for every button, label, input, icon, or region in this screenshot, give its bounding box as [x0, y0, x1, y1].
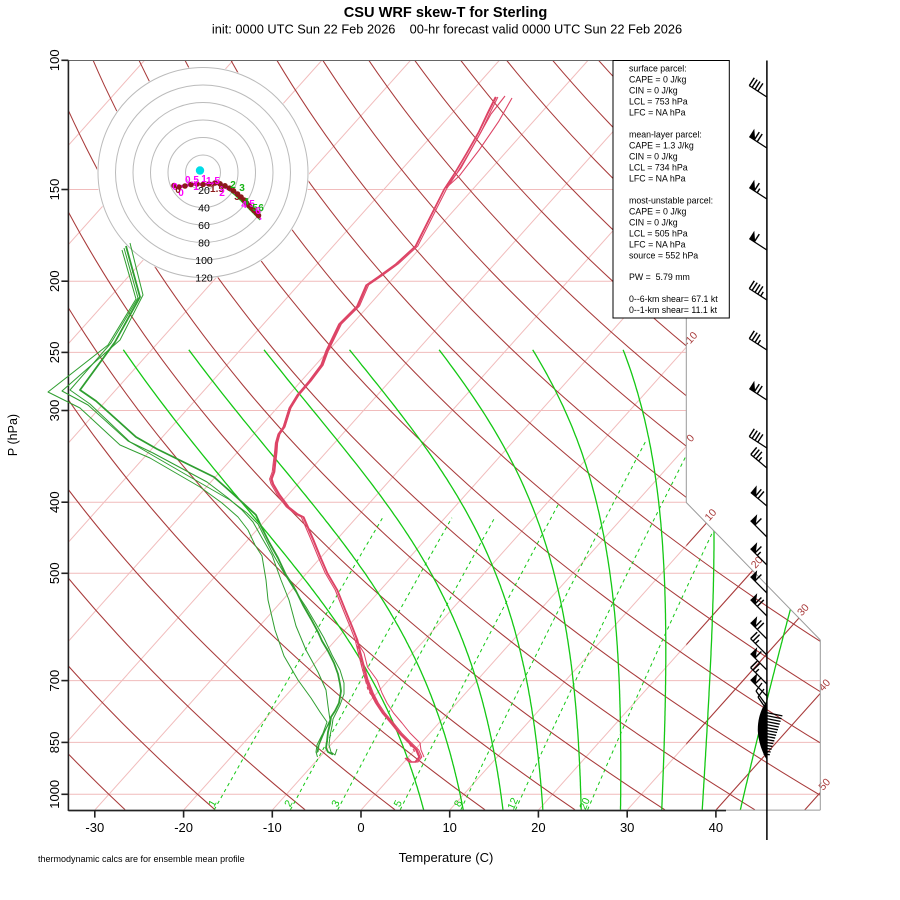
svg-text:6: 6: [255, 206, 261, 217]
svg-text:LFC = NA hPa: LFC = NA hPa: [629, 173, 686, 183]
svg-text:1.5: 1.5: [210, 184, 224, 195]
svg-text:150: 150: [47, 179, 62, 201]
svg-text:850: 850: [47, 732, 62, 754]
svg-text:20: 20: [531, 820, 545, 835]
svg-text:1: 1: [193, 182, 199, 193]
svg-text:120: 120: [195, 272, 213, 284]
svg-text:CIN = 0 J/kg: CIN = 0 J/kg: [629, 151, 678, 161]
svg-text:0--6-km shear= 67.1 kt: 0--6-km shear= 67.1 kt: [629, 294, 718, 304]
svg-text:4: 4: [243, 197, 249, 208]
svg-text:300: 300: [47, 400, 62, 422]
svg-text:CIN = 0 J/kg: CIN = 0 J/kg: [629, 86, 678, 96]
svg-text:0: 0: [172, 182, 178, 193]
svg-text:20: 20: [198, 185, 210, 197]
svg-text:200: 200: [47, 270, 62, 292]
svg-text:2: 2: [282, 798, 295, 809]
svg-text:-30: -30: [85, 820, 104, 835]
svg-text:0.5: 0.5: [185, 175, 199, 186]
svg-text:5: 5: [252, 203, 258, 214]
svg-text:thermodynamic calcs are for en: thermodynamic calcs are for ensemble mea…: [38, 854, 245, 864]
svg-text:LCL = 505 hPa: LCL = 505 hPa: [629, 228, 688, 238]
svg-text:400: 400: [47, 491, 62, 513]
svg-text:0: 0: [175, 185, 181, 196]
svg-text:0--1-km shear= 11.1 kt: 0--1-km shear= 11.1 kt: [629, 305, 718, 315]
svg-text:3: 3: [329, 798, 342, 809]
svg-text:5: 5: [392, 798, 405, 809]
svg-text:20: 20: [577, 796, 593, 812]
svg-text:0: 0: [357, 820, 364, 835]
svg-text:LCL = 734 hPa: LCL = 734 hPa: [629, 162, 688, 172]
svg-text:2: 2: [230, 180, 236, 191]
svg-text:CAPE = 0 J/kg: CAPE = 0 J/kg: [629, 206, 687, 216]
svg-text:10: 10: [442, 820, 456, 835]
svg-text:LFC = NA hPa: LFC = NA hPa: [629, 239, 686, 249]
svg-text:3: 3: [234, 192, 240, 203]
svg-text:5: 5: [249, 199, 255, 210]
svg-text:CAPE = 1.3 J/kg: CAPE = 1.3 J/kg: [629, 141, 694, 151]
svg-text:8: 8: [452, 798, 465, 809]
svg-text:1000: 1000: [47, 780, 62, 809]
svg-text:init: 0000 UTC Sun 22 Feb 2026: init: 0000 UTC Sun 22 Feb 2026 00-hr for…: [212, 22, 682, 37]
svg-text:12: 12: [505, 796, 521, 812]
svg-text:CAPE = 0 J/kg: CAPE = 0 J/kg: [629, 75, 687, 85]
svg-text:60: 60: [198, 220, 210, 232]
svg-text:250: 250: [47, 342, 62, 364]
svg-text:Temperature (C): Temperature (C): [399, 850, 494, 865]
svg-text:0: 0: [178, 188, 184, 199]
svg-text:LCL = 753 hPa: LCL = 753 hPa: [629, 97, 688, 107]
svg-text:LFC = NA hPa: LFC = NA hPa: [629, 108, 686, 118]
svg-text:2: 2: [219, 188, 225, 199]
svg-text:40: 40: [198, 202, 210, 214]
svg-text:P (hPa): P (hPa): [6, 414, 20, 456]
svg-text:6: 6: [258, 203, 264, 214]
svg-text:1.5: 1.5: [206, 176, 220, 187]
svg-text:30: 30: [620, 820, 634, 835]
svg-text:PW = 5.79 mm: PW = 5.79 mm: [629, 272, 690, 282]
svg-text:CSU WRF skew-T for Sterling: CSU WRF skew-T for Sterling: [344, 5, 548, 21]
svg-text:80: 80: [198, 237, 210, 249]
svg-text:mean-layer parcel:: mean-layer parcel:: [629, 130, 702, 140]
svg-text:CIN = 0 J/kg: CIN = 0 J/kg: [629, 217, 678, 227]
svg-text:40: 40: [709, 820, 723, 835]
svg-text:1: 1: [201, 174, 207, 185]
svg-text:3: 3: [239, 183, 245, 194]
svg-text:700: 700: [47, 670, 62, 692]
svg-text:-10: -10: [263, 820, 282, 835]
svg-text:500: 500: [47, 562, 62, 584]
svg-text:surface parcel:: surface parcel:: [629, 64, 687, 74]
svg-text:-20: -20: [174, 820, 193, 835]
svg-text:source = 552 hPa: source = 552 hPa: [629, 250, 698, 260]
svg-text:most-unstable parcel:: most-unstable parcel:: [629, 195, 713, 205]
svg-text:1: 1: [206, 798, 219, 809]
svg-text:100: 100: [47, 49, 62, 71]
svg-text:4: 4: [241, 200, 247, 211]
svg-text:100: 100: [195, 255, 213, 267]
